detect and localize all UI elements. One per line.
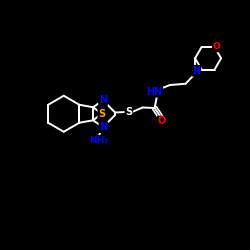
Text: S: S	[98, 109, 106, 119]
Text: O: O	[158, 116, 166, 126]
Text: NH₂: NH₂	[90, 136, 109, 145]
Text: N: N	[192, 66, 200, 76]
Text: O: O	[213, 42, 220, 51]
Text: N: N	[99, 95, 107, 105]
Text: S: S	[125, 107, 132, 117]
Text: HN: HN	[146, 87, 162, 97]
Text: N: N	[100, 122, 108, 132]
